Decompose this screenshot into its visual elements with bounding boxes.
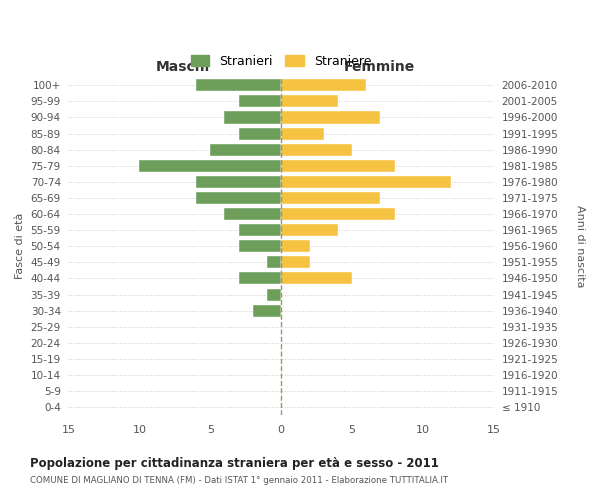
- Text: Popolazione per cittadinanza straniera per età e sesso - 2011: Popolazione per cittadinanza straniera p…: [30, 458, 439, 470]
- Y-axis label: Anni di nascita: Anni di nascita: [575, 205, 585, 288]
- Bar: [239, 224, 281, 236]
- Bar: [239, 128, 281, 140]
- Bar: [281, 240, 310, 252]
- Bar: [224, 208, 281, 220]
- Bar: [139, 160, 281, 172]
- Bar: [281, 80, 366, 92]
- Bar: [281, 160, 395, 172]
- Bar: [224, 112, 281, 124]
- Bar: [281, 144, 352, 156]
- Bar: [281, 176, 451, 188]
- Text: COMUNE DI MAGLIANO DI TENNA (FM) - Dati ISTAT 1° gennaio 2011 - Elaborazione TUT: COMUNE DI MAGLIANO DI TENNA (FM) - Dati …: [30, 476, 448, 485]
- Text: Femmine: Femmine: [343, 60, 415, 74]
- Bar: [196, 176, 281, 188]
- Bar: [281, 96, 338, 108]
- Bar: [239, 240, 281, 252]
- Bar: [253, 304, 281, 316]
- Y-axis label: Fasce di età: Fasce di età: [15, 213, 25, 280]
- Bar: [281, 272, 352, 284]
- Legend: Stranieri, Straniere: Stranieri, Straniere: [185, 50, 377, 72]
- Bar: [267, 256, 281, 268]
- Bar: [239, 96, 281, 108]
- Bar: [210, 144, 281, 156]
- Bar: [239, 272, 281, 284]
- Bar: [281, 256, 310, 268]
- Bar: [267, 288, 281, 300]
- Bar: [196, 80, 281, 92]
- Text: Maschi: Maschi: [156, 60, 211, 74]
- Bar: [281, 128, 324, 140]
- Bar: [281, 208, 395, 220]
- Bar: [281, 224, 338, 236]
- Bar: [281, 192, 380, 204]
- Bar: [196, 192, 281, 204]
- Bar: [281, 112, 380, 124]
